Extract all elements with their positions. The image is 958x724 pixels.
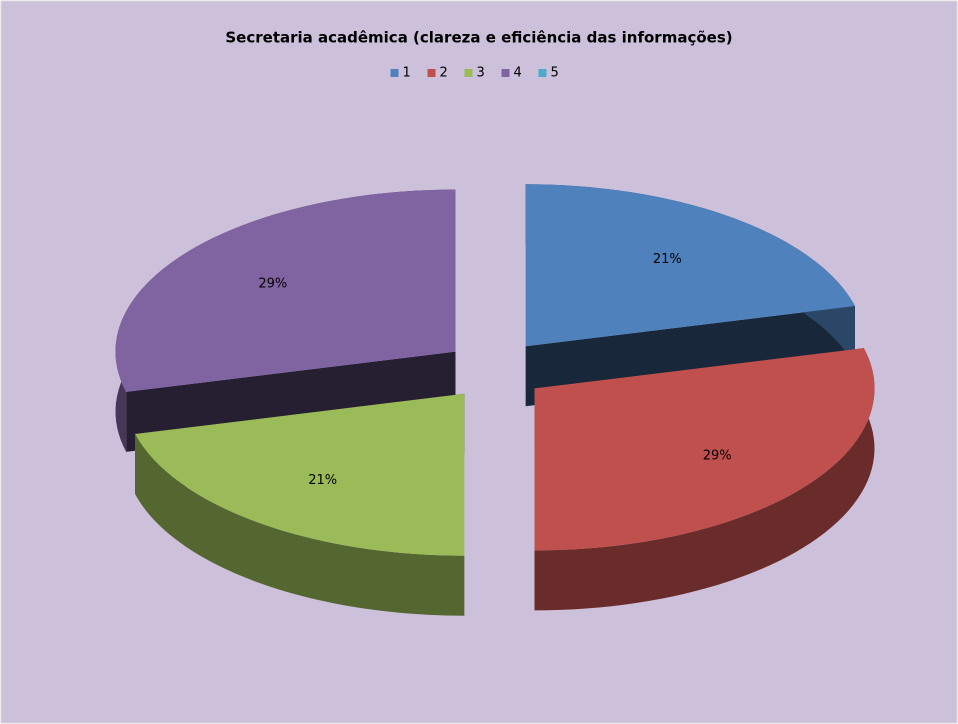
slice: 29% (534, 348, 875, 611)
legend-swatch (501, 69, 510, 77)
slice-top (115, 189, 456, 392)
slice-top (534, 348, 875, 551)
legend-swatch (538, 69, 547, 77)
slice: 21% (135, 393, 465, 616)
pie: 21% 29% 29% 21% (115, 184, 875, 616)
data-label: 21% (308, 473, 337, 488)
data-label: 29% (258, 277, 287, 292)
chart-title: Secretaria acadêmica (clareza e eficiênc… (225, 29, 732, 47)
slice-side (135, 433, 465, 616)
legend-swatch (390, 69, 399, 77)
legend-label: 4 (514, 66, 522, 81)
legend-label: 2 (440, 66, 448, 81)
legend-swatch (464, 69, 473, 77)
legend-label: 3 (477, 66, 485, 81)
slice-top (525, 184, 855, 347)
slice-side (534, 348, 875, 611)
data-label: 29% (703, 448, 732, 463)
slice-top (135, 393, 465, 556)
legend-swatch (427, 69, 436, 77)
legend: 1 2 3 4 5 (390, 66, 559, 81)
legend-label: 1 (403, 66, 411, 81)
data-label: 21% (653, 252, 682, 267)
legend-label: 5 (551, 66, 559, 81)
